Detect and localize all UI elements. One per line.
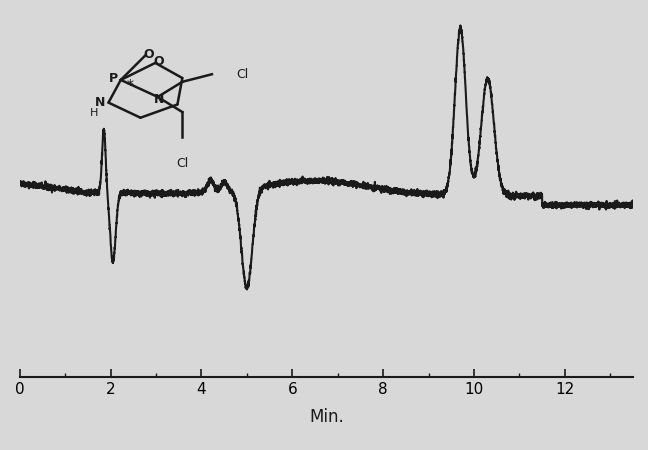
Text: Cl: Cl [237,68,249,81]
Text: N: N [95,96,105,109]
Text: Cl: Cl [176,158,189,171]
Text: P: P [109,72,118,85]
Text: N: N [154,93,164,106]
Text: O: O [154,54,164,68]
Text: H: H [89,108,98,118]
Text: *: * [126,78,133,92]
Text: O: O [144,48,154,61]
X-axis label: Min.: Min. [309,408,344,426]
